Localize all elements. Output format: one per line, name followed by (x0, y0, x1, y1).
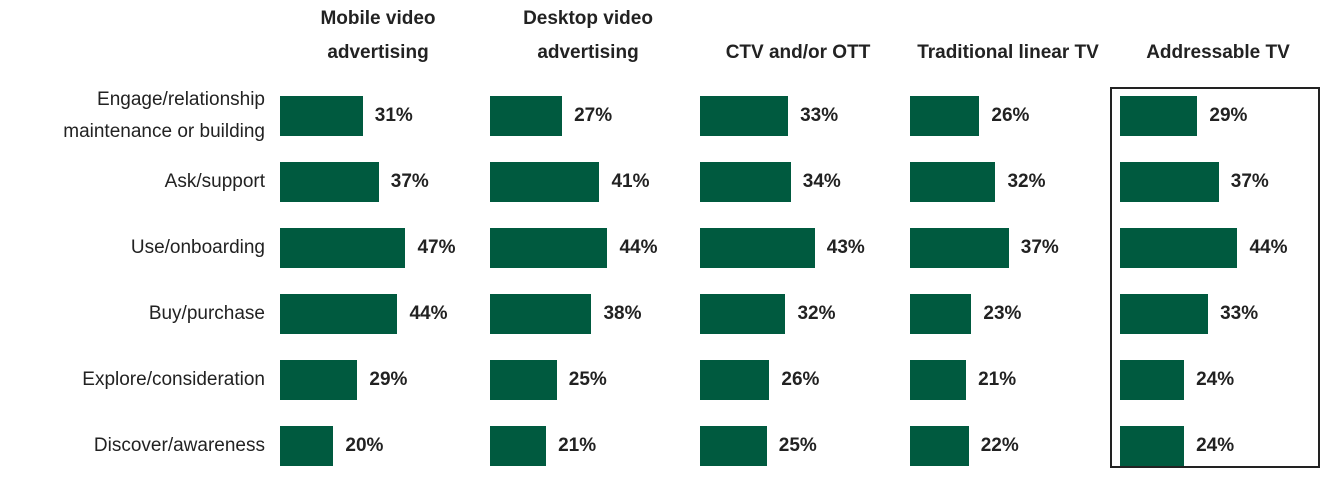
value-label: 24% (1196, 369, 1235, 390)
bar (490, 294, 592, 334)
value-label: 21% (978, 369, 1017, 390)
value-label: 29% (369, 369, 408, 390)
value-label: 27% (574, 105, 613, 126)
value-label: 38% (603, 303, 642, 324)
bar (700, 426, 767, 466)
bar (280, 294, 398, 334)
value-label: 29% (1209, 105, 1248, 126)
value-label: 44% (619, 237, 658, 258)
bar (1120, 360, 1185, 400)
value-label: 32% (1007, 171, 1046, 192)
value-label: 44% (1249, 237, 1288, 258)
value-label: 24% (1196, 435, 1235, 456)
bar (1120, 228, 1238, 268)
bar (280, 162, 379, 202)
bar (910, 96, 980, 136)
value-label: 20% (345, 435, 384, 456)
bar (490, 228, 608, 268)
category-label: Ask/support (164, 171, 265, 192)
bar (910, 228, 1009, 268)
bar (280, 426, 334, 466)
bar (910, 426, 969, 466)
series-header: Addressable TV (1146, 42, 1290, 63)
value-label: 25% (778, 435, 817, 456)
value-label: 22% (980, 435, 1019, 456)
bar (700, 228, 815, 268)
value-label: 32% (797, 303, 836, 324)
value-label: 21% (558, 435, 597, 456)
bar (700, 360, 770, 400)
bar (1120, 96, 1198, 136)
bar (1120, 426, 1185, 466)
bar (280, 360, 358, 400)
bar (490, 426, 547, 466)
series-header: CTV and/or OTT (725, 42, 871, 63)
series-header: Mobile video advertising (320, 8, 436, 63)
value-label: 33% (800, 105, 839, 126)
value-label: 37% (1230, 171, 1269, 192)
value-label: 26% (991, 105, 1030, 126)
bar (280, 228, 406, 268)
bar (490, 360, 557, 400)
category-label: Use/onboarding (130, 237, 265, 258)
value-label: 47% (417, 237, 456, 258)
bar (700, 96, 789, 136)
bar (910, 162, 996, 202)
value-label: 44% (409, 303, 448, 324)
bar (700, 294, 786, 334)
bar (910, 360, 967, 400)
category-label: Engage/relationship maintenance or build… (63, 89, 265, 142)
category-label: Explore/consideration (82, 369, 265, 390)
value-label: 34% (802, 171, 841, 192)
bar (910, 294, 972, 334)
value-label: 37% (1020, 237, 1059, 258)
category-label: Discover/awareness (93, 435, 265, 456)
value-label: 25% (568, 369, 607, 390)
series-header: Desktop video advertising (523, 8, 653, 63)
value-label: 23% (983, 303, 1022, 324)
bar (700, 162, 791, 202)
value-label: 33% (1220, 303, 1259, 324)
value-label: 31% (374, 105, 413, 126)
value-label: 37% (390, 171, 429, 192)
value-label: 41% (611, 171, 650, 192)
bar (490, 96, 563, 136)
category-label: Buy/purchase (148, 303, 265, 324)
bar (490, 162, 600, 202)
bar (1120, 294, 1209, 334)
value-label: 43% (826, 237, 865, 258)
bar (1120, 162, 1219, 202)
bar (280, 96, 363, 136)
series-header: Traditional linear TV (917, 42, 1099, 63)
value-label: 26% (781, 369, 820, 390)
highlight-box (1110, 87, 1320, 468)
